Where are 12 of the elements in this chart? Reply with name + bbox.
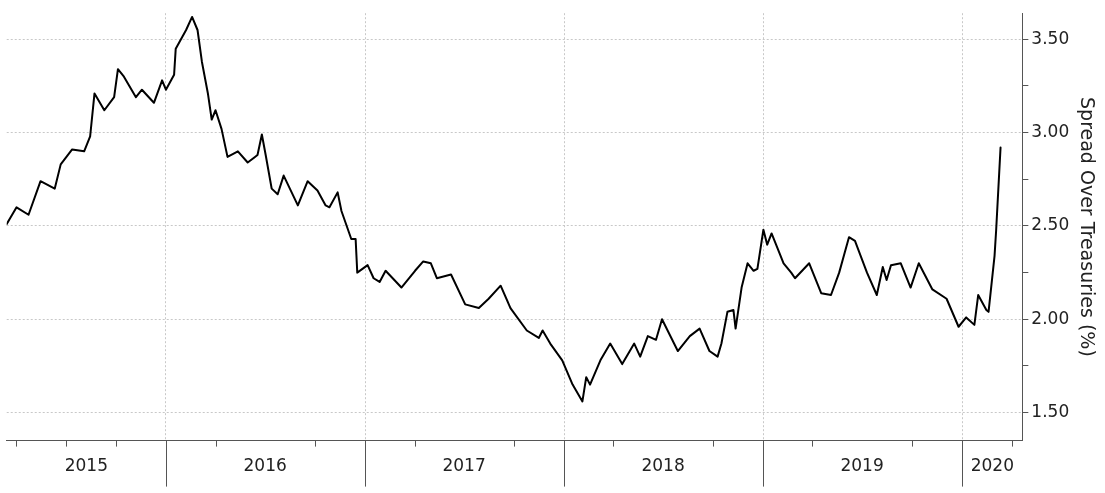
x-tick-label: 2017 xyxy=(442,455,486,476)
y-tick-label: 3.00 xyxy=(1031,121,1070,142)
x-tick-label: 2019 xyxy=(840,455,884,476)
x-tick-label: 2020 xyxy=(970,455,1014,476)
y-tick-label: 2.00 xyxy=(1031,307,1070,328)
y-axis-title: Spread Over Treasuries (%) xyxy=(1076,97,1099,357)
y-tick-label: 2.50 xyxy=(1031,214,1070,235)
x-tick-label: 2018 xyxy=(641,455,685,476)
x-tick-label: 2016 xyxy=(243,455,287,476)
y-tick-label: 1.50 xyxy=(1031,401,1070,422)
x-tick-label: 2015 xyxy=(64,455,108,476)
y-tick-label: 3.50 xyxy=(1031,27,1070,48)
